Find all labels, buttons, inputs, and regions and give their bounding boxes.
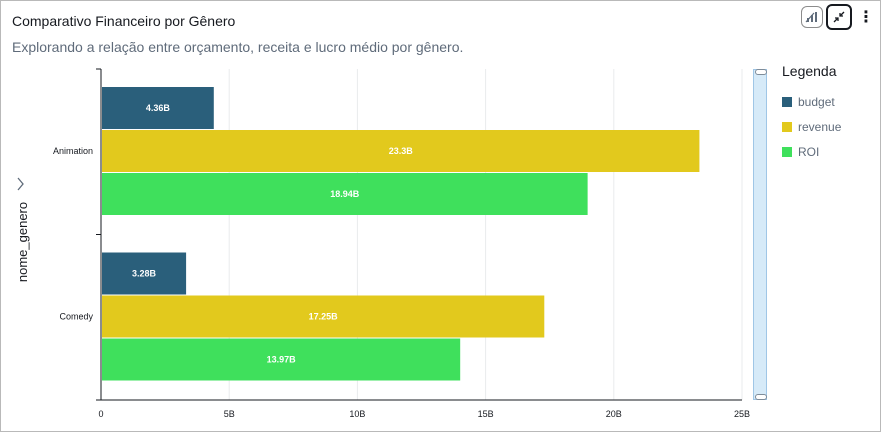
chart-subtitle: Explorando a relação entre orçamento, re… [12, 39, 464, 55]
visual-type-icon [805, 12, 817, 23]
legend-label: ROI [798, 145, 820, 159]
legend-swatch [782, 97, 792, 107]
more-options-button[interactable]: ⋮ [855, 6, 877, 28]
bar-budget [102, 252, 187, 295]
bar-ROI [102, 173, 588, 215]
legend-swatch [782, 147, 792, 157]
legend: Legenda budget revenue ROI [782, 63, 841, 170]
x-tick-label: 10B [349, 409, 365, 419]
collapse-icon [833, 11, 845, 23]
x-tick-label: 20B [606, 409, 622, 419]
chevron-right-icon [17, 177, 24, 191]
visual-toolbar: ⋮ [801, 4, 877, 30]
data-label: 13.97B [267, 355, 297, 365]
bar-budget [102, 87, 214, 129]
data-label: 18.94B [330, 189, 360, 199]
x-tick-label: 5B [224, 409, 235, 419]
legend-item-revenue[interactable]: revenue [782, 120, 841, 134]
legend-title: Legenda [782, 63, 837, 79]
legend-scrollbar[interactable] [753, 69, 767, 400]
bar-revenue [102, 295, 545, 338]
more-options-icon: ⋮ [858, 9, 874, 26]
legend-label: revenue [798, 120, 842, 134]
legend-item-ROI[interactable]: ROI [782, 145, 841, 159]
data-label: 23.3B [389, 146, 414, 156]
visual-type-button[interactable] [801, 6, 823, 28]
bar-ROI [102, 338, 461, 381]
bar-revenue [102, 130, 700, 172]
bar-chart: Animation 4.36B 23.3B 18.94B Comedy 3.28B 17.2… [15, 68, 750, 419]
legend-swatch [782, 122, 792, 132]
x-tick-label: 25B [734, 409, 750, 419]
category-label: Comedy [59, 312, 93, 322]
legend-item-budget[interactable]: budget [782, 95, 841, 109]
scroll-handle-top[interactable] [755, 69, 767, 75]
data-label: 3.28B [132, 269, 157, 279]
legend-label: budget [798, 95, 835, 109]
category-label: Animation [53, 146, 93, 156]
collapse-button[interactable] [826, 4, 852, 30]
scroll-handle-bottom[interactable] [755, 394, 767, 400]
data-label: 17.25B [309, 312, 339, 322]
chart-title: Comparativo Financeiro por Gênero [12, 13, 236, 29]
x-tick-label: 0 [98, 409, 103, 419]
data-label: 4.36B [146, 103, 171, 113]
y-axis-title: nome_genero [15, 202, 30, 282]
x-tick-label: 15B [478, 409, 494, 419]
